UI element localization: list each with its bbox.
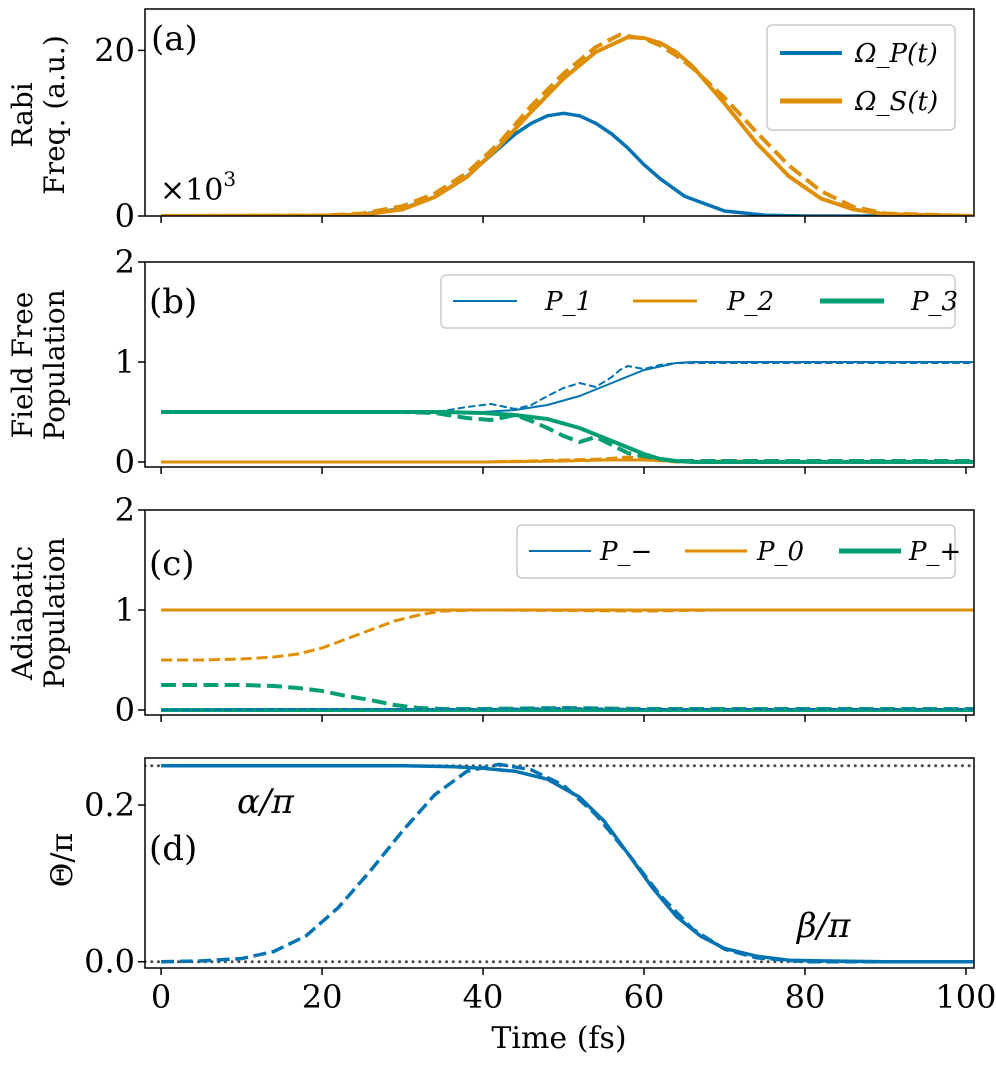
xtick-label-4: 80 (785, 978, 826, 1016)
ytick-label-d-1: 0.2 (84, 786, 135, 824)
ytick-label-c-1: 1 (115, 591, 135, 629)
series-group-c (161, 608, 974, 712)
legend-c: P_− P_0 P_+ (516, 524, 961, 579)
panel-tag-c: (c) (149, 544, 195, 584)
ytick-label-b-2: 2 (115, 243, 135, 281)
plot-area-c: 0 1 2 (115, 491, 975, 729)
series-line-b-0 (161, 361, 974, 413)
legend-c-label-p0: P_0 (756, 537, 804, 567)
series-line-b-1 (161, 362, 974, 413)
ytick-label-a-0: 0 (115, 197, 135, 235)
series-line-b-5 (161, 410, 974, 463)
legend-b-label-p3: P_3 (910, 287, 958, 317)
ytick-label-d-0: 0.0 (84, 943, 135, 981)
panel-d: Θ/π (45, 833, 80, 887)
series-group-b (161, 361, 974, 464)
panel-tag-a: (a) (151, 19, 198, 59)
xtick-label-0: 0 (151, 978, 171, 1016)
plot-area-a: 0 20 (94, 8, 975, 235)
legend-b: P_1 P_2 P_3 (440, 274, 958, 329)
panel-c: Adiabatic Population (6, 537, 71, 688)
ytick-label-c-0: 0 (115, 691, 135, 729)
plot-area-b: 0 1 2 (115, 243, 975, 481)
legend-c-label-pminus: P_− (599, 537, 652, 567)
plot-area-d: 0.0 0.2 0 20 40 60 80 100 (84, 757, 996, 1016)
axes-frame-b (144, 261, 975, 468)
legend-a-label-omega-p: Ω_P(t) (854, 39, 938, 69)
panel-tag-d: (d) (149, 829, 197, 869)
ytick-label-c-2: 2 (115, 491, 135, 529)
series-group-a (161, 32, 974, 216)
series-line-b-4 (161, 410, 974, 464)
panel-tag-b: (b) (149, 282, 197, 322)
alpha-label: α/π (237, 782, 294, 822)
scale-annotation: ×103 (160, 167, 236, 208)
ylabel-d: Θ/π (45, 833, 80, 887)
ytick-label-b-0: 0 (115, 443, 135, 481)
legend-b-label-p2: P_2 (726, 287, 774, 317)
series-line-d-3 (161, 762, 974, 964)
scale-exponent: 3 (223, 167, 236, 191)
series-line-c-3 (161, 608, 974, 662)
legend-b-box (440, 274, 956, 329)
panel-b: Field Free Population (6, 289, 71, 440)
scale-times: ×10 (160, 173, 223, 208)
legend-a-label-omega-s: Ω_S(t) (854, 87, 938, 117)
ylabel-a-line2: Freq. (a.u.) (38, 35, 71, 194)
legend-c-label-pplus: P_+ (908, 537, 961, 567)
series-group-d (145, 762, 974, 964)
xtick-label-5: 100 (935, 978, 996, 1016)
ylabel-c-line1: Adiabatic (6, 546, 39, 681)
x-axis-title: Time (fs) (491, 1021, 626, 1056)
legend-b-label-p1: P_1 (544, 287, 592, 317)
ytick-label-b-1: 1 (115, 343, 135, 381)
beta-label: β/π (795, 906, 851, 946)
xtick-label-3: 60 (624, 978, 665, 1016)
panel-a: Rabi Freq. (a.u.) (6, 35, 71, 194)
ylabel-c-line2: Population (38, 537, 71, 688)
series-line-c-4 (161, 683, 974, 711)
series-line-a-2 (161, 32, 974, 216)
xtick-label-1: 20 (302, 978, 343, 1016)
ylabel-b-line2: Population (38, 289, 71, 440)
ylabel-b-line1: Field Free (6, 292, 39, 439)
series-line-c-5 (161, 707, 974, 711)
axes-frame-c (144, 509, 975, 716)
legend-a: Ω_P(t) Ω_S(t) (766, 24, 956, 131)
xtick-label-2: 40 (463, 978, 504, 1016)
ytick-label-a-1: 20 (94, 31, 135, 69)
axes-frame-d (144, 757, 975, 969)
axes-frame-a (144, 8, 975, 217)
ylabel-a-line1: Rabi (6, 82, 39, 147)
